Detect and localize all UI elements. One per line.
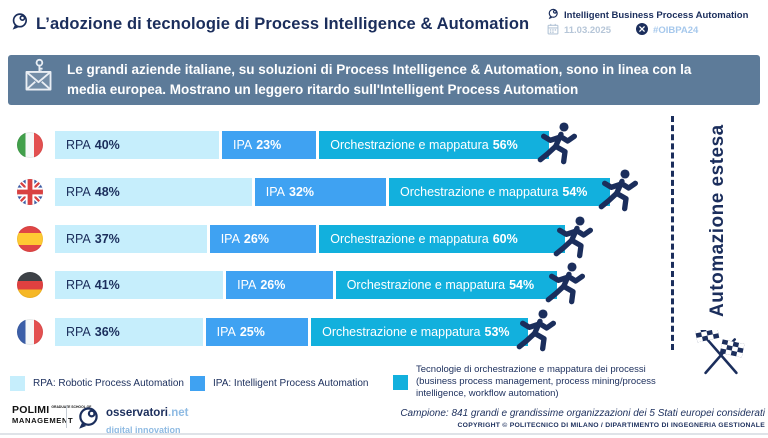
osservatori-bubble-icon <box>76 406 100 435</box>
legend-swatch-rpa <box>10 376 25 391</box>
sample-note: Campione: 841 grandi e grandissime organ… <box>400 408 765 419</box>
bar-segment-es-ipa: IPA 26% <box>209 224 317 253</box>
legend-item-ipa: IPA: Intelligent Process Automation <box>190 376 368 391</box>
bar-segment-fr-rpa: RPA 36% <box>55 318 203 347</box>
flag-icon-es <box>17 225 43 252</box>
magnifier-bubble-icon <box>10 12 29 36</box>
footer-divider <box>66 405 67 428</box>
legend-item-orchestration: Tecnologie di orchestrazione e mappatura… <box>393 362 672 402</box>
key-message-text: Le grandi aziende italiane, su soluzioni… <box>67 61 692 97</box>
calendar-icon <box>547 23 559 38</box>
event-row: Intelligent Business Process Automation <box>547 8 763 23</box>
runner-icon-fr <box>516 308 557 357</box>
bar-group-es: RPA 37% IPA 26% Orchestrazione e mappatura 60… <box>55 224 566 253</box>
x-twitter-icon <box>636 23 649 38</box>
flag-icon-de <box>17 272 43 299</box>
runner-icon-it <box>537 121 577 170</box>
bar-segment-de-ipa: IPA 26% <box>226 271 333 300</box>
header-meta: Intelligent Business Process Automation … <box>547 8 763 38</box>
polimi-logo-small: GRADUATE SCHOOL OF <box>51 405 92 409</box>
osservatori-tld: .net <box>168 407 189 419</box>
flag-icon-fr <box>17 319 43 346</box>
bar-group-it: RPA 40% IPA 23% Orchestrazione e mappatura 56… <box>55 131 549 159</box>
legend-label-orchestration: Tecnologie di orchestrazione e mappatura… <box>416 363 656 400</box>
runner-icon-es <box>553 215 594 264</box>
bar-segment-fr-orchestrazione-e-mappatura: Orchestrazione e mappatura 53% <box>311 318 529 347</box>
polimi-logo: POLIMI GRADUATE SCHOOL OF MANAGEMENT <box>12 404 91 425</box>
legend-swatch-ipa <box>190 376 205 391</box>
bar-group-fr: RPA 36% IPA 25% Orchestrazione e mappatura 53… <box>55 318 529 347</box>
finish-dashed-line <box>671 116 674 350</box>
hashtag-group: #OIBPA24 <box>636 23 698 38</box>
bar-segment-gb-orchestrazione-e-mappatura: Orchestrazione e mappatura 54% <box>388 177 611 206</box>
envelope-key-icon <box>20 58 57 102</box>
bottom-border <box>0 433 768 435</box>
bar-segment-it-ipa: IPA 23% <box>222 131 317 159</box>
legend-item-rpa: RPA: Robotic Process Automation <box>10 376 184 391</box>
bar-group-de: RPA 41% IPA 26% Orchestrazione e mappatura 54… <box>55 271 558 300</box>
polimi-logo-name: POLIMI <box>12 404 50 416</box>
bar-segment-de-rpa: RPA 41% <box>55 271 224 300</box>
bar-segment-fr-ipa: IPA 25% <box>205 318 309 347</box>
chart-rows: RPA 40% IPA 23% Orchestrazione e mappatura 56… <box>17 122 717 365</box>
bar-segment-gb-ipa: IPA 32% <box>254 177 386 206</box>
page-title-block: L’adozione di tecnologie di Process Inte… <box>10 12 529 36</box>
magnifier-bubble-icon-small <box>547 8 559 23</box>
runner-icon-de <box>545 261 586 310</box>
bar-segment-it-orchestrazione-e-mappatura: Orchestrazione e mappatura 56% <box>319 131 549 159</box>
osservatori-name: osservatori <box>106 407 169 419</box>
flag-icon-gb <box>17 178 43 205</box>
copyright-note: COPYRIGHT © POLITECNICO DI MILANO / DIPA… <box>457 422 765 429</box>
legend-swatch-orchestration <box>393 374 408 390</box>
event-name: Intelligent Business Process Automation <box>564 10 749 21</box>
legend-label-ipa: IPA: Intelligent Process Automation <box>213 378 369 389</box>
event-date: 11.03.2025 <box>564 25 612 36</box>
bar-segment-de-orchestrazione-e-mappatura: Orchestrazione e mappatura 54% <box>335 271 558 300</box>
polimi-logo-bottom: MANAGEMENT <box>12 416 74 425</box>
bar-segment-gb-rpa: RPA 48% <box>55 177 252 206</box>
bar-segment-es-orchestrazione-e-mappatura: Orchestrazione e mappatura 60% <box>319 224 566 253</box>
legend-label-rpa: RPA: Robotic Process Automation <box>33 378 184 389</box>
date-row: 11.03.2025 #OIBPA24 <box>547 23 763 38</box>
bar-group-gb: RPA 48% IPA 32% Orchestrazione e mappatura 54… <box>55 177 611 206</box>
bar-segment-es-rpa: RPA 37% <box>55 224 207 253</box>
key-message-banner: Le grandi aziende italiane, su soluzioni… <box>8 55 760 105</box>
checkered-flags-icon <box>693 324 749 383</box>
event-hashtag: #OIBPA24 <box>653 25 699 36</box>
osservatori-subtitle: digital innovation <box>106 424 181 435</box>
extended-automation-label: Automazione estesa <box>707 124 728 318</box>
osservatori-logo: osservatori.net digital innovation <box>76 404 188 438</box>
runner-icon-gb <box>598 168 639 217</box>
legend: RPA: Robotic Process Automation IPA: Int… <box>0 360 690 404</box>
flag-icon-it <box>17 132 43 158</box>
page-title: L’adozione di tecnologie di Process Inte… <box>36 14 530 33</box>
bar-segment-it-rpa: RPA 40% <box>55 131 219 159</box>
